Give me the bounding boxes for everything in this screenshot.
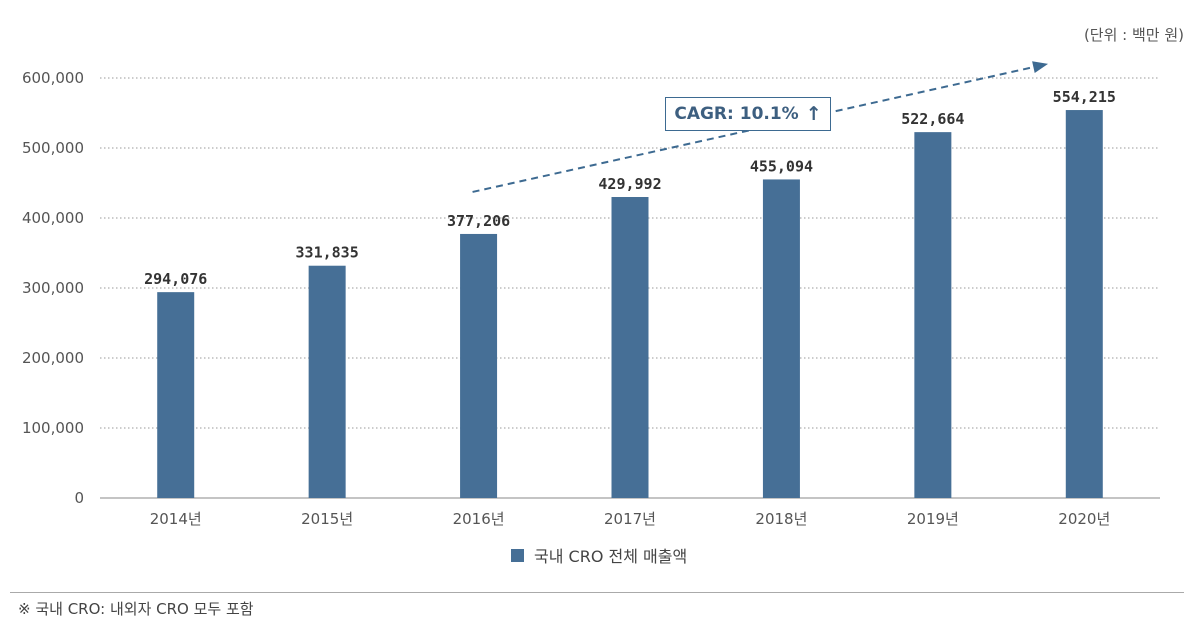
data-label: 294,076: [144, 270, 207, 288]
footnote: ※ 국내 CRO: 내외자 CRO 모두 포함: [18, 600, 254, 618]
legend: 국내 CRO 전체 매출액: [511, 543, 687, 567]
legend-label: 국내 CRO 전체 매출액: [534, 547, 688, 566]
trend-arrowhead-icon: [1032, 61, 1049, 73]
up-arrow-icon: ↑: [805, 103, 822, 125]
y-tick-label: 200,000: [22, 349, 84, 367]
x-tick-label: 2017년: [604, 510, 656, 528]
x-tick-label: 2016년: [453, 510, 505, 528]
data-label: 554,215: [1053, 88, 1116, 106]
y-tick-label: 100,000: [22, 419, 84, 437]
y-tick-label: 300,000: [22, 279, 84, 297]
y-tick-label: 600,000: [22, 69, 84, 87]
footnote-divider: [10, 592, 1184, 593]
x-tick-label: 2020년: [1058, 510, 1110, 528]
data-label: 522,664: [901, 110, 964, 128]
bar-2018년: [762, 179, 800, 498]
x-tick-label: 2018년: [755, 510, 807, 528]
unit-label: (단위 : 백만 원): [1083, 26, 1184, 44]
data-label: 377,206: [447, 212, 510, 230]
cagr-annotation: CAGR: 10.1% ↑: [665, 97, 831, 131]
y-tick-label: 500,000: [22, 139, 84, 157]
bar-2014년: [157, 292, 195, 498]
bar-2015년: [308, 265, 346, 498]
bar-2017년: [611, 197, 649, 498]
data-label: 331,835: [296, 244, 359, 262]
x-tick-label: 2014년: [150, 510, 202, 528]
data-label: 455,094: [750, 157, 813, 175]
bar-2019년: [914, 132, 952, 498]
bar-2016년: [460, 233, 498, 498]
cagr-label: CAGR: 10.1%: [674, 104, 799, 124]
y-tick-label: 400,000: [22, 209, 84, 227]
legend-swatch: [511, 548, 524, 562]
data-label: 429,992: [598, 175, 661, 193]
x-tick-label: 2015년: [301, 510, 353, 528]
bar-2020년: [1065, 110, 1103, 498]
x-tick-label: 2019년: [907, 510, 959, 528]
y-tick-label: 0: [74, 489, 84, 507]
